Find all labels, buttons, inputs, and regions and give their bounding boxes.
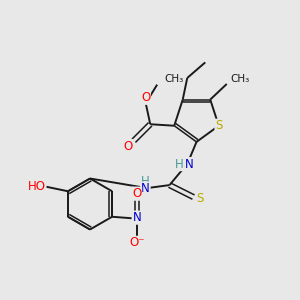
Text: N: N [133,211,141,224]
Text: H: H [141,175,150,188]
Text: CH₃: CH₃ [165,74,184,84]
Text: HO: HO [28,180,46,193]
Text: H: H [175,158,184,171]
Text: S: S [196,192,204,205]
Text: CH₃: CH₃ [230,74,250,84]
Text: S: S [215,119,222,132]
Text: O: O [141,91,150,104]
Text: N: N [141,182,150,195]
Text: O⁻: O⁻ [129,236,145,249]
Text: O: O [132,187,142,200]
Text: N: N [184,158,194,171]
Text: O: O [124,140,133,153]
